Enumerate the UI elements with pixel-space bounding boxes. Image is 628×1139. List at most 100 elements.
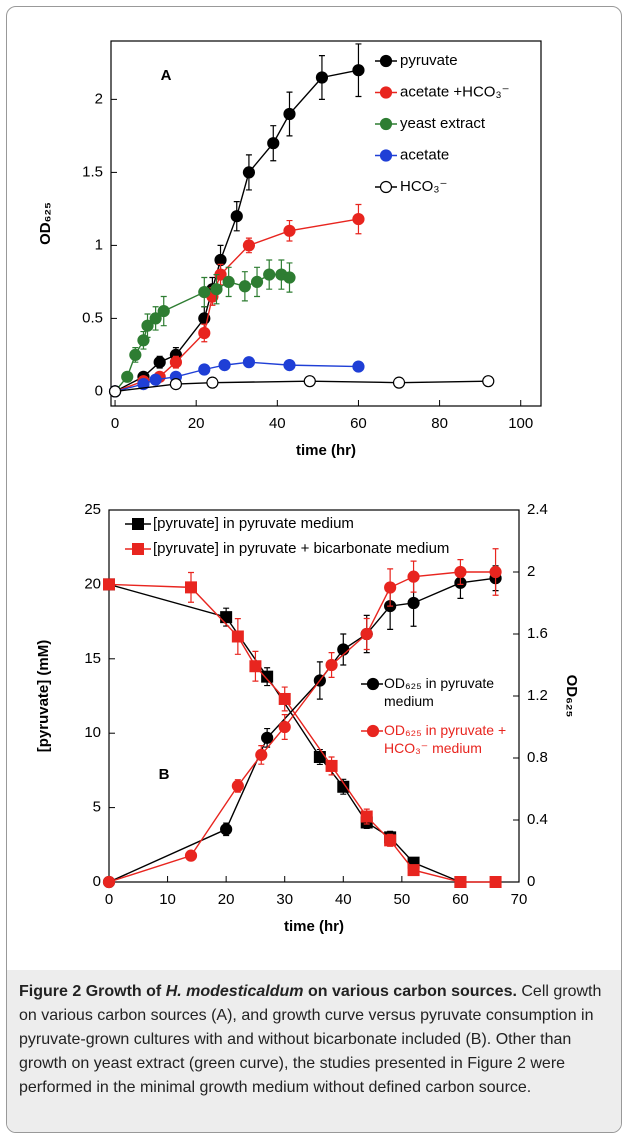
x-tick-label: 10 xyxy=(159,891,176,908)
marker xyxy=(218,359,231,372)
marker xyxy=(103,578,115,591)
x-tick-label: 20 xyxy=(188,415,205,432)
marker xyxy=(210,283,223,296)
marker xyxy=(278,720,291,734)
marker xyxy=(184,849,198,862)
y-tick-label: 1 xyxy=(95,236,103,253)
x-tick-label: 40 xyxy=(269,415,286,432)
marker xyxy=(489,565,502,579)
legend-marker xyxy=(379,149,393,162)
legend-marker xyxy=(379,180,393,194)
marker xyxy=(231,630,244,643)
marker xyxy=(261,670,274,683)
marker xyxy=(249,660,262,673)
marker xyxy=(137,378,150,391)
marker xyxy=(108,385,122,398)
marker xyxy=(313,751,326,764)
legend-label: OD₆₂₅ in pyruvate + HCO₃⁻ medium xyxy=(384,722,507,756)
marker xyxy=(231,779,244,793)
marker xyxy=(206,376,219,389)
x-axis-title: time (hr) xyxy=(296,442,356,459)
x-tick-label: 30 xyxy=(276,891,293,908)
legend-label: yeast extract xyxy=(400,115,486,132)
marker xyxy=(482,375,495,388)
marker xyxy=(102,875,116,889)
legend-marker xyxy=(379,54,393,68)
y2-tick-label: 1.6 xyxy=(527,625,548,642)
marker xyxy=(283,271,296,284)
marker xyxy=(129,348,142,361)
marker xyxy=(222,275,235,288)
marker xyxy=(242,356,256,369)
y2-tick-label: 2.4 xyxy=(527,501,548,518)
marker xyxy=(454,565,467,579)
marker xyxy=(238,280,251,293)
marker xyxy=(157,305,170,318)
legend-marker xyxy=(379,86,393,99)
marker xyxy=(198,363,211,376)
x-tick-label: 50 xyxy=(394,891,411,908)
marker xyxy=(337,643,350,656)
marker xyxy=(169,356,183,369)
y-tick-label: 0 xyxy=(93,873,101,890)
panel-label: A xyxy=(161,67,172,84)
marker xyxy=(149,312,162,325)
marker xyxy=(220,823,233,836)
legend-label: [pyruvate] in pyruvate medium xyxy=(153,515,354,532)
y-tick-label: 2 xyxy=(95,90,103,107)
y-tick-label: 25 xyxy=(84,501,101,518)
y-tick-label: 1.5 xyxy=(82,163,103,180)
legend-label: acetate +HCO₃⁻ xyxy=(400,83,510,100)
x-tick-label: 20 xyxy=(218,891,235,908)
marker xyxy=(283,107,296,121)
marker xyxy=(185,581,197,594)
marker xyxy=(303,375,316,388)
legend-box: OD₆₂₅ in pyruvate medium xyxy=(384,675,494,709)
caption: Figure 2 Growth of H. modesticaldum on v… xyxy=(7,970,621,1132)
y-tick-label: 15 xyxy=(84,650,101,667)
marker xyxy=(454,876,467,888)
marker xyxy=(267,137,280,150)
legend-marker xyxy=(132,543,144,555)
marker xyxy=(407,570,420,583)
y-tick-label: 5 xyxy=(93,799,101,816)
marker xyxy=(360,627,373,641)
y-tick-label: 10 xyxy=(84,724,101,741)
legend-marker xyxy=(366,724,380,738)
marker xyxy=(384,834,397,847)
x-tick-label: 60 xyxy=(350,415,367,432)
marker xyxy=(149,373,162,386)
x-tick-label: 80 xyxy=(431,415,448,432)
marker xyxy=(489,876,502,888)
y2-tick-label: 2 xyxy=(527,563,535,580)
plot-frame xyxy=(110,40,542,407)
x-axis-title: time (hr) xyxy=(284,918,344,935)
caption-title: on various carbon sources. xyxy=(307,983,517,1000)
marker xyxy=(325,658,338,672)
x-tick-label: 60 xyxy=(452,891,469,908)
y2-tick-label: 0 xyxy=(527,873,535,890)
caption-species: H. modesticaldum xyxy=(165,983,304,1000)
caption-text: Cell growth on various carbon sources (A… xyxy=(19,983,602,1096)
marker xyxy=(352,360,365,373)
y-axis-title: OD₆₂₅ xyxy=(37,202,54,245)
series-line xyxy=(108,577,496,883)
marker xyxy=(352,213,365,226)
caption-label: Figure 2 xyxy=(19,983,82,1000)
legend-marker xyxy=(379,117,393,131)
y-axis-title: [pyruvate] (mM) xyxy=(35,640,52,753)
marker xyxy=(283,224,296,237)
marker xyxy=(220,611,233,624)
marker xyxy=(283,359,296,372)
marker xyxy=(407,596,420,610)
x-tick-label: 0 xyxy=(111,415,119,432)
marker xyxy=(407,864,420,877)
legend-label: [pyruvate] in pyruvate + bicarbonate med… xyxy=(153,540,449,557)
x-tick-label: 0 xyxy=(105,891,113,908)
marker xyxy=(242,166,256,179)
marker xyxy=(352,64,365,77)
marker xyxy=(198,286,211,299)
